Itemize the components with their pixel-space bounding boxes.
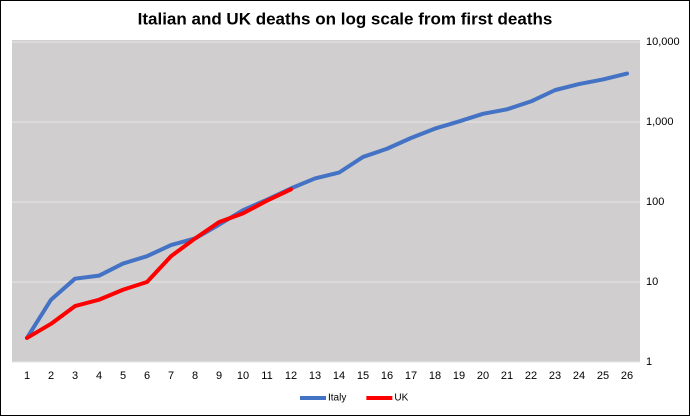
x-tick-label: 15 <box>357 370 369 382</box>
x-tick-label: 8 <box>192 370 198 382</box>
x-tick-label: 21 <box>501 370 513 382</box>
x-tick-label: 20 <box>477 370 489 382</box>
x-tick-label: 3 <box>72 370 78 382</box>
x-tick-label: 18 <box>429 370 441 382</box>
legend-label: UK <box>394 393 408 404</box>
x-tick-label: 23 <box>549 370 561 382</box>
x-tick-label: 13 <box>309 370 321 382</box>
x-tick-label: 5 <box>120 370 126 382</box>
x-tick-label: 9 <box>216 370 222 382</box>
y-tick-label: 1,000 <box>646 116 674 128</box>
x-tick-label: 1 <box>24 370 30 382</box>
legend-label: Italy <box>328 393 346 404</box>
y-tick-label: 100 <box>646 196 664 208</box>
x-tick-label: 2 <box>48 370 54 382</box>
x-tick-label: 24 <box>573 370 585 382</box>
y-tick-label: 10,000 <box>646 36 680 48</box>
y-tick-label: 1 <box>646 356 652 368</box>
x-tick-label: 25 <box>597 370 609 382</box>
x-tick-label: 22 <box>525 370 537 382</box>
x-tick-label: 11 <box>261 370 272 382</box>
plot-area <box>12 40 640 362</box>
x-tick-label: 12 <box>285 370 297 382</box>
series-line <box>25 71 629 340</box>
y-tick-label: 10 <box>646 276 658 288</box>
x-tick-label: 19 <box>453 370 465 382</box>
x-tick-label: 16 <box>381 370 393 382</box>
x-tick-label: 10 <box>237 370 249 382</box>
x-tick-label: 6 <box>144 370 150 382</box>
x-tick-label: 17 <box>405 370 417 382</box>
x-tick-label: 7 <box>168 370 174 382</box>
series-line <box>25 187 293 340</box>
x-tick-label: 4 <box>96 370 102 382</box>
x-tick-label: 26 <box>621 370 633 382</box>
chart-title: Italian and UK deaths on log scale from … <box>138 9 553 28</box>
x-tick-label: 14 <box>333 370 345 382</box>
